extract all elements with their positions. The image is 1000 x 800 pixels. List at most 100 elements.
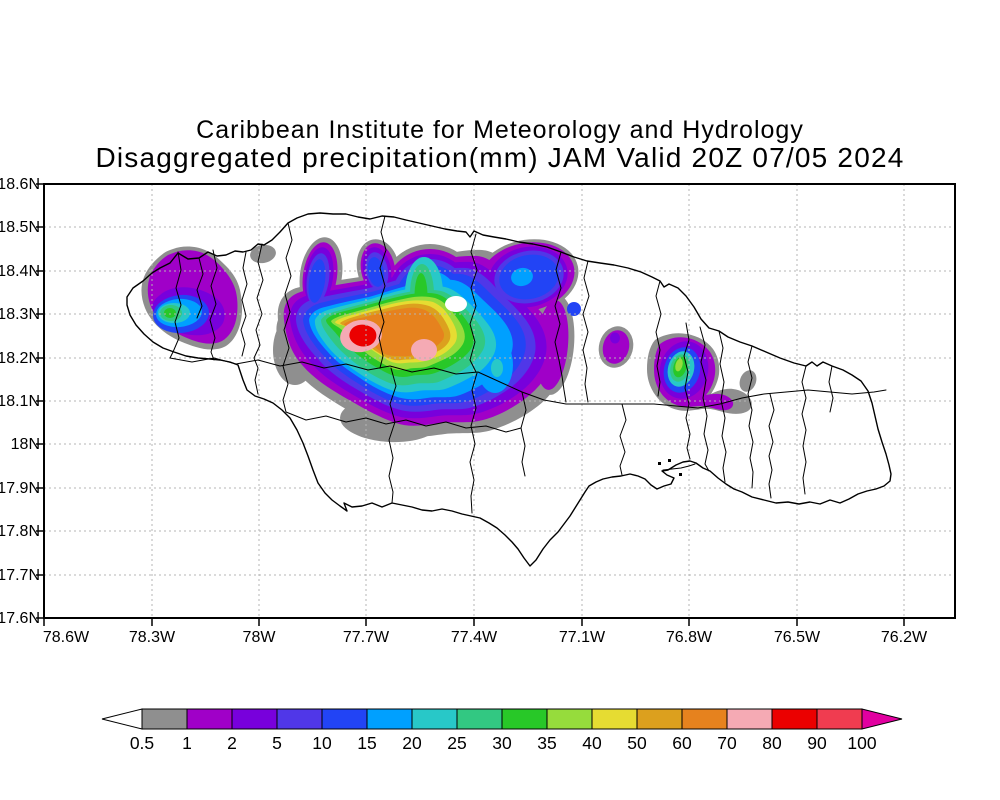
harbour-spit xyxy=(662,463,696,471)
colorbar-label: 50 xyxy=(627,733,647,753)
parish-line xyxy=(828,365,834,413)
contour-dodger-ne-spot xyxy=(511,267,533,287)
y-axis-label: 17.6N xyxy=(0,610,40,627)
parish-line xyxy=(240,251,248,357)
colorbar-segment xyxy=(771,708,818,730)
colorbar-under-arrow xyxy=(101,708,143,730)
colorbar-segment xyxy=(321,708,368,730)
parish-line xyxy=(169,357,887,409)
colorbar-segment xyxy=(726,708,773,730)
colorbar-segment xyxy=(546,708,593,730)
y-axis-label: 18.4N xyxy=(0,263,40,280)
contour-blue-arm1 xyxy=(308,259,326,303)
parish-line xyxy=(378,215,387,369)
y-axis-label: 17.7N xyxy=(0,567,40,584)
x-axis-label: 77.7W xyxy=(343,629,390,646)
colorbar-segment xyxy=(231,708,278,730)
title-line1: Caribbean Institute for Meteorology and … xyxy=(196,116,804,144)
contour-blue-arm2 xyxy=(367,257,385,287)
parish-line xyxy=(196,257,204,319)
colorbar-label: 100 xyxy=(847,733,876,753)
colorbar-label: 80 xyxy=(762,733,782,753)
parish-line xyxy=(655,280,662,397)
colorbar-label: 1 xyxy=(182,733,192,753)
parish-line xyxy=(285,411,522,433)
parish-line xyxy=(169,251,182,359)
colorbar-segment xyxy=(591,708,638,730)
y-ticks xyxy=(36,183,44,619)
colorbar-segment xyxy=(186,708,233,730)
cay-speck xyxy=(668,459,671,462)
contour-ygreen-east-blob xyxy=(675,358,683,372)
contour-dry-hole xyxy=(445,296,467,312)
precipitation-contours xyxy=(141,237,757,443)
contour-violet-ne-spot xyxy=(610,332,620,344)
parish-boundaries xyxy=(169,215,887,514)
colorbar-label: 30 xyxy=(492,733,512,753)
contour-gray-coast-spot xyxy=(250,244,276,264)
x-axis-label: 78.3W xyxy=(129,629,176,646)
x-axis-labels: 78.6W 78.3W 78W 77.7W 77.4W 77.1W 76.8W … xyxy=(43,629,928,646)
x-axis-label: 76.8W xyxy=(666,629,713,646)
x-axis-label: 77.1W xyxy=(559,629,606,646)
x-axis-label: 76.5W xyxy=(774,629,821,646)
colorbar-segment xyxy=(816,708,863,730)
colorbar-label: 20 xyxy=(402,733,422,753)
colorbar-label: 40 xyxy=(582,733,602,753)
title-line2: Disaggregated precipitation(mm) JAM Vali… xyxy=(95,142,904,173)
y-axis-label: 18.1N xyxy=(0,393,40,410)
parish-line xyxy=(747,345,754,489)
plot-frame xyxy=(36,183,956,626)
y-axis-label: 17.8N xyxy=(0,523,40,540)
colorbar-labels: 0.5 1 2 5 10 15 20 25 30 35 40 50 60 70 … xyxy=(130,733,877,753)
colorbar-segment xyxy=(501,708,548,730)
colorbar-label: 25 xyxy=(447,733,466,753)
colorbar-label: 0.5 xyxy=(130,733,154,753)
parish-line xyxy=(520,391,527,477)
colorbar-label: 2 xyxy=(227,733,237,753)
contour-cyan-se-dot xyxy=(491,359,503,377)
parish-line xyxy=(388,367,397,504)
parish-line xyxy=(253,243,264,395)
colorbar-over-arrow xyxy=(861,708,903,730)
parish-line xyxy=(469,233,478,373)
colorbar-label: 35 xyxy=(537,733,556,753)
colorbar-segment xyxy=(276,708,323,730)
parish-line xyxy=(554,251,567,403)
parish-line xyxy=(282,222,293,413)
colorbar-segment xyxy=(141,708,188,730)
parish-line xyxy=(801,365,807,495)
colorbar-label: 70 xyxy=(717,733,737,753)
parish-line xyxy=(582,260,590,403)
colorbar-label: 10 xyxy=(312,733,332,753)
x-axis-label: 76.2W xyxy=(881,629,928,646)
cay-speck xyxy=(679,473,682,476)
x-axis-label: 78.6W xyxy=(43,629,90,646)
y-axis-label: 17.9N xyxy=(0,480,40,497)
coastline xyxy=(126,212,892,567)
y-axis-label: 18.2N xyxy=(0,350,40,367)
contour-blue-ne-small xyxy=(567,302,581,316)
y-axis-label: 18.6N xyxy=(0,176,40,193)
colorbar-segment xyxy=(681,708,728,730)
colorbar: 0.5 1 2 5 10 15 20 25 30 35 40 50 60 70 … xyxy=(101,708,903,753)
jamaica-map xyxy=(126,212,892,567)
colorbar-segment xyxy=(456,708,503,730)
colorbar-segment xyxy=(411,708,458,730)
contour-pink-core-b xyxy=(411,339,437,361)
contour-red-core xyxy=(349,324,377,347)
contour-gray-east-patch xyxy=(739,370,757,392)
y-axis-label: 18.5N xyxy=(0,219,40,236)
parish-line xyxy=(469,372,478,514)
parish-line xyxy=(768,393,775,499)
parish-line xyxy=(718,330,727,483)
colorbar-label: 90 xyxy=(807,733,827,753)
colorbar-segment xyxy=(366,708,413,730)
y-axis-label: 18.3N xyxy=(0,306,40,323)
colorbar-label: 5 xyxy=(272,733,282,753)
contour-purple-ne-spot xyxy=(602,330,630,364)
y-axis-label: 18N xyxy=(11,436,40,453)
colorbar-segment xyxy=(636,708,683,730)
parish-line xyxy=(209,249,218,361)
